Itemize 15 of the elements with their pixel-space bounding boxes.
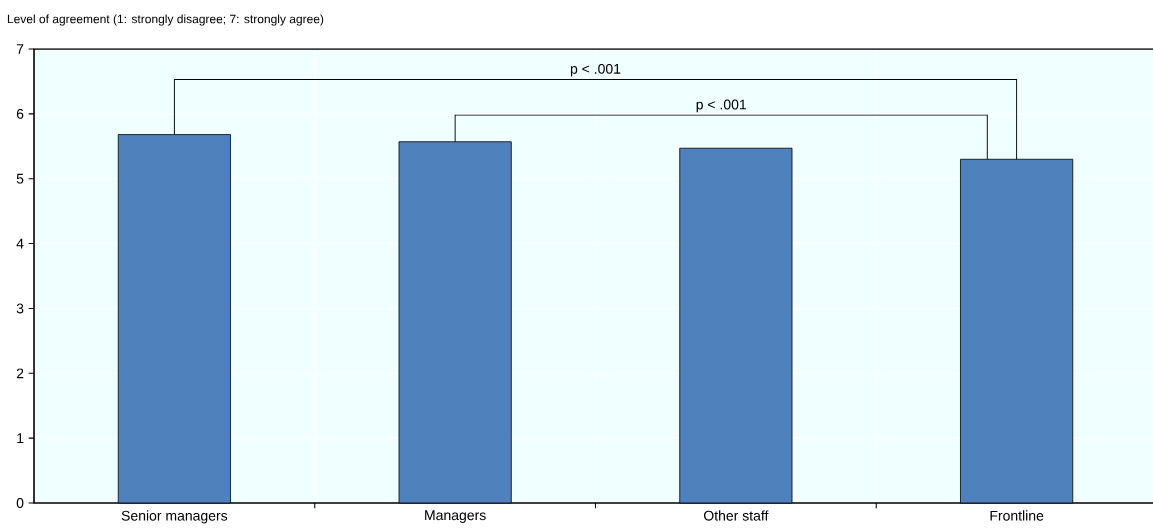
x-tick-label: Other staff bbox=[704, 510, 769, 521]
y-tick-label: 0 bbox=[16, 498, 24, 508]
y-tick-label: 1 bbox=[17, 433, 24, 443]
y-axis-title: Level of agreement (1: strongly disagree; 7: strongly agree) bbox=[7, 14, 324, 26]
y-tick-label: 6 bbox=[16, 108, 24, 119]
y-tick-label: 7 bbox=[16, 44, 24, 54]
y-tick-label: 2 bbox=[16, 368, 24, 379]
annotation: p < .001 bbox=[570, 63, 621, 77]
x-tick-label: Frontline bbox=[990, 510, 1044, 521]
x-tick-label: Managers bbox=[425, 510, 486, 523]
x-tick-label: Senior managers bbox=[121, 510, 228, 524]
y-tick-label: 5 bbox=[16, 173, 24, 184]
y-tick-label: 3 bbox=[16, 303, 24, 314]
annotation: p < .001 bbox=[696, 99, 746, 113]
y-tick-label: 4 bbox=[16, 238, 24, 249]
